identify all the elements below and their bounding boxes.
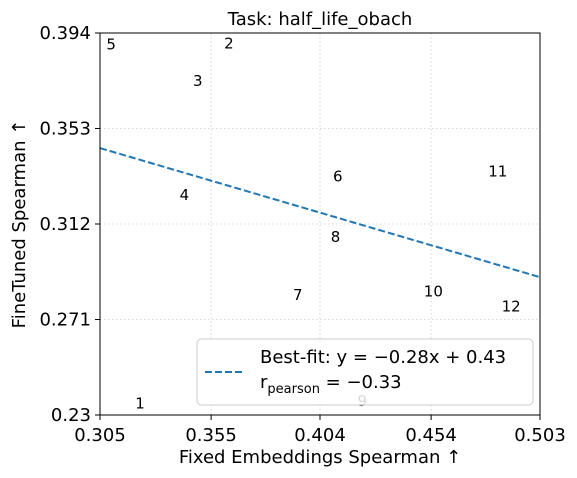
x-tick-label: 0.404 (294, 425, 346, 446)
y-tick-label: 0.23 (51, 405, 91, 426)
y-axis-ticks: 0.23 0.271 0.312 0.353 0.394 (39, 23, 100, 426)
x-tick-label: 0.305 (74, 425, 126, 446)
x-tick-label: 0.454 (405, 425, 457, 446)
x-tick-label: 0.355 (185, 425, 237, 446)
data-point-3: 3 (193, 72, 203, 90)
y-tick-label: 0.394 (39, 23, 91, 44)
legend: Best-fit: y = −0.28x + 0.43 rpearson = −… (196, 338, 534, 406)
best-fit-line (99, 147, 541, 279)
data-point-1: 1 (135, 394, 145, 412)
y-tick-label: 0.353 (39, 119, 91, 140)
data-point-10: 10 (424, 283, 443, 301)
data-point-4: 4 (180, 186, 190, 204)
legend-box (196, 338, 534, 406)
legend-pearson-symbol: r (260, 372, 268, 393)
legend-pearson-subscript: pearson (267, 382, 320, 397)
x-axis-ticks: 0.305 0.355 0.404 0.454 0.503 (74, 415, 566, 446)
data-point-2: 2 (224, 34, 234, 52)
legend-pearson-value: = −0.33 (320, 372, 402, 393)
data-point-12: 12 (502, 298, 521, 316)
data-point-8: 8 (331, 228, 341, 246)
legend-pearson-label: rpearson = −0.33 (260, 372, 402, 397)
x-axis-label: Fixed Embeddings Spearman ↑ (179, 447, 461, 468)
x-tick-label: 0.503 (514, 425, 566, 446)
data-point-11: 11 (488, 163, 507, 181)
y-tick-label: 0.312 (39, 214, 91, 235)
data-point-6: 6 (333, 167, 343, 185)
data-point-7: 7 (293, 286, 303, 304)
data-point-5: 5 (106, 36, 116, 54)
data-point-labels: 123456789101112 (106, 34, 520, 412)
y-tick-label: 0.271 (39, 310, 91, 331)
legend-fit-label: Best-fit: y = −0.28x + 0.43 (260, 347, 506, 368)
chart-title: Task: half_life_obach (227, 9, 413, 30)
y-axis-label: FineTuned Spearman ↑ (9, 120, 30, 329)
